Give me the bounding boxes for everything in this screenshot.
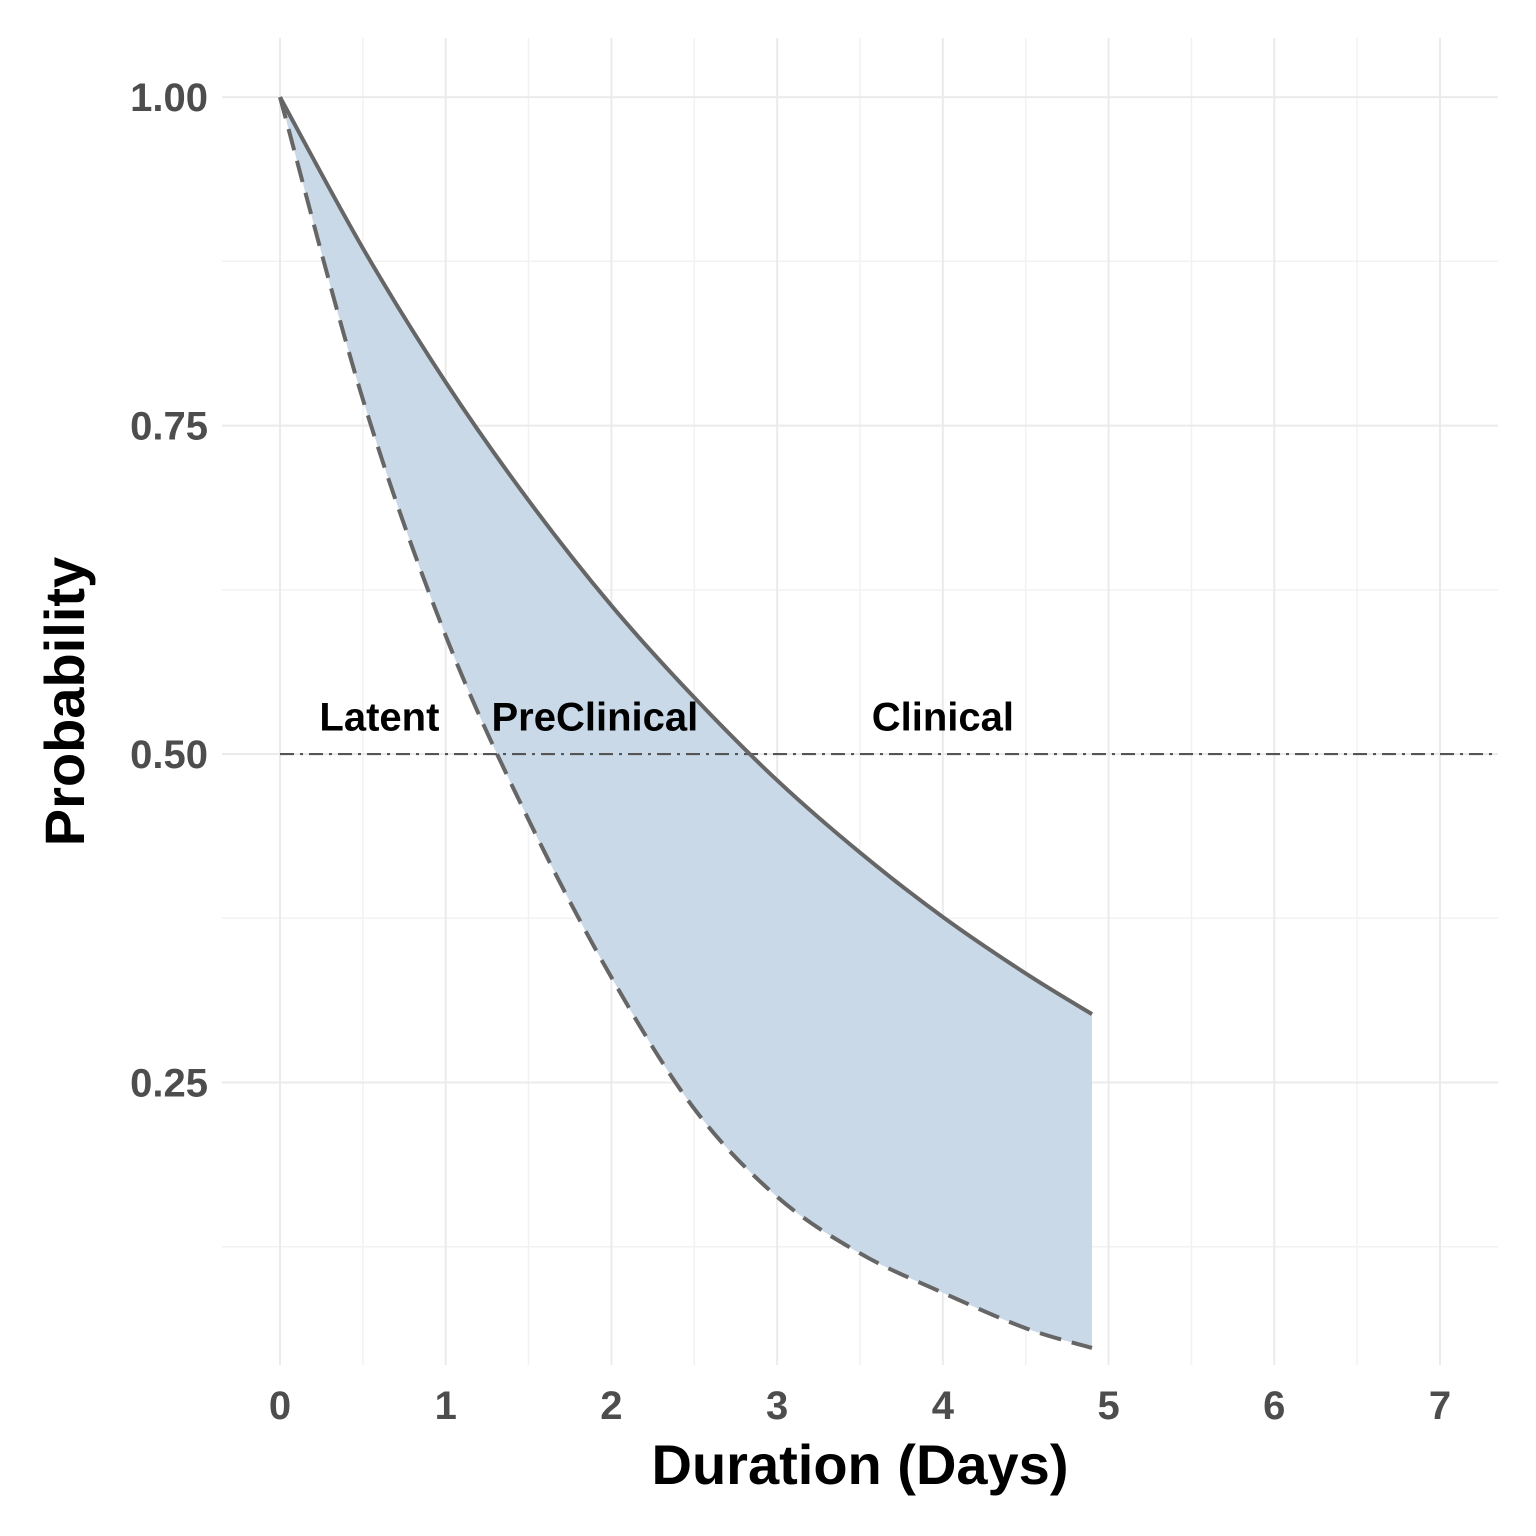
- x-tick-label: 1: [435, 1384, 457, 1428]
- y-axis-title: Probability: [33, 557, 96, 846]
- series-lines: [278, 96, 1094, 1350]
- x-tick-label: 6: [1263, 1384, 1285, 1428]
- x-tick-label: 4: [932, 1384, 955, 1428]
- y-tick-label: 0.25: [130, 1062, 208, 1106]
- y-tick-label: 0.50: [130, 733, 208, 777]
- x-tick-label: 3: [766, 1384, 788, 1428]
- y-tick-label: 0.75: [130, 405, 208, 449]
- x-tick-label: 5: [1097, 1384, 1119, 1428]
- y-tick-label: 1.00: [130, 76, 208, 120]
- x-tick-label: 7: [1429, 1384, 1451, 1428]
- x-tick-label: 0: [269, 1384, 291, 1428]
- annotation-label: Clinical: [872, 695, 1014, 739]
- probability-band: [280, 97, 1092, 1348]
- solid-series-line: [278, 96, 1094, 1016]
- dashed-series-line: [278, 96, 1093, 1350]
- annotations: Latent PreClinical Clinical: [319, 695, 1014, 739]
- annotation-label: Latent: [319, 695, 439, 739]
- x-tick-label: 2: [600, 1384, 622, 1428]
- annotation-label: PreClinical: [491, 695, 698, 739]
- x-axis-title: Duration (Days): [652, 1433, 1069, 1496]
- x-tick-labels: 0 1 2 3 4 5 6 7: [269, 1384, 1451, 1428]
- minor-gridlines: [222, 38, 1498, 1365]
- y-tick-labels: 0.25 0.50 0.75 1.00: [130, 76, 208, 1105]
